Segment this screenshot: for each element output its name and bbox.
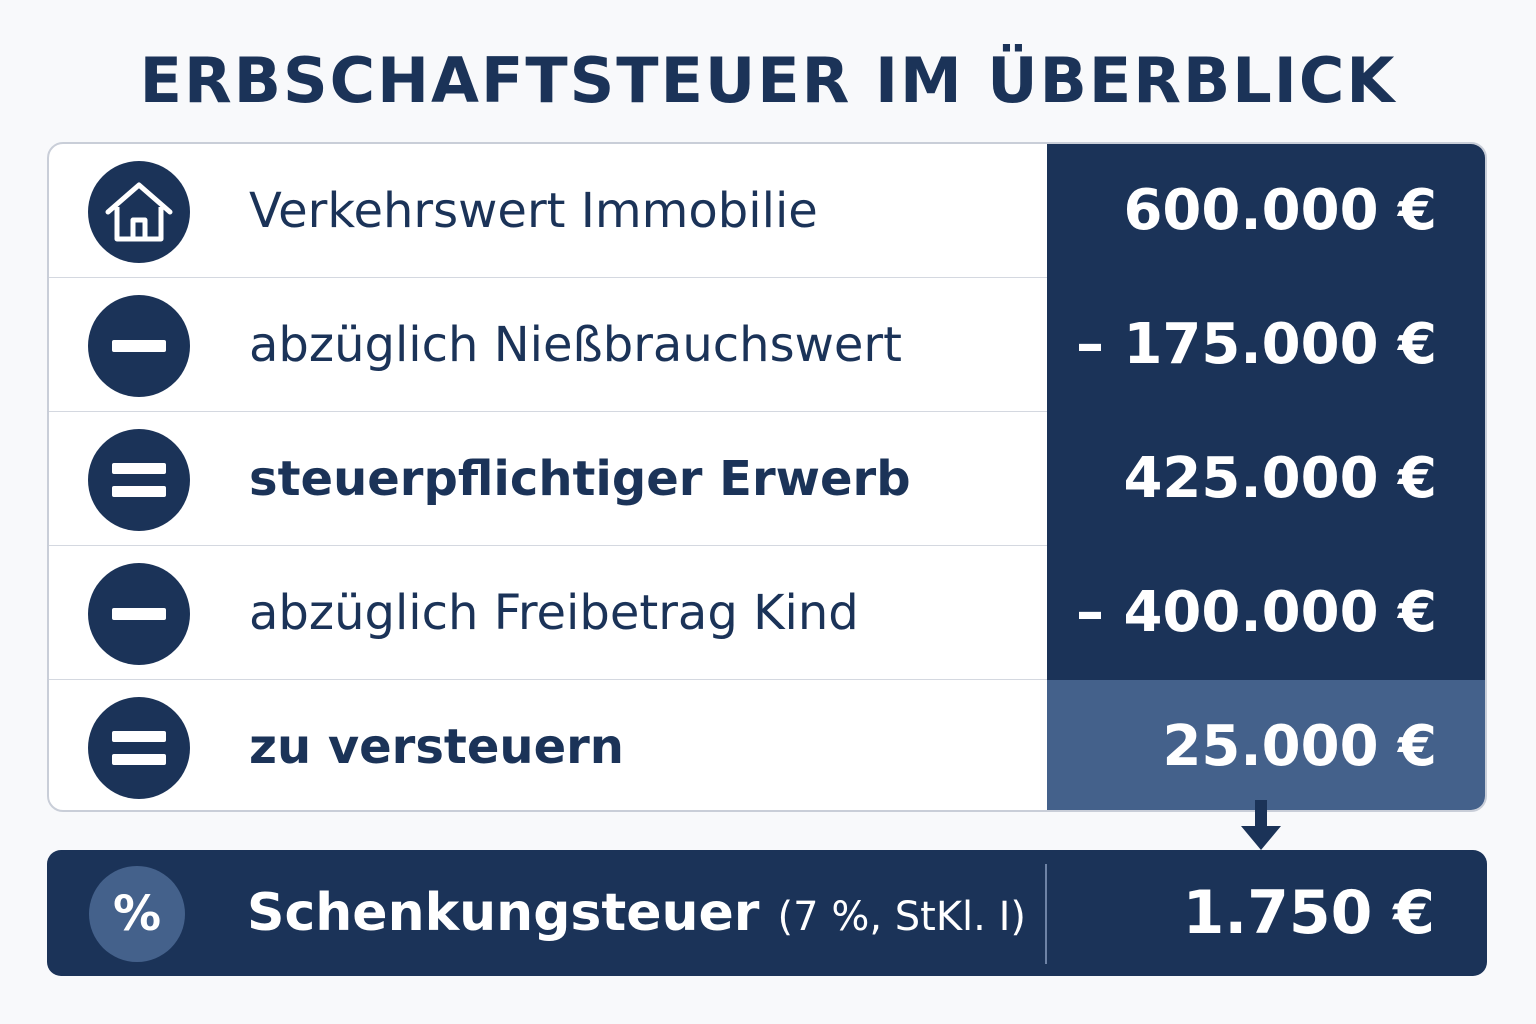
tax-label: Schenkungsteuer (7 %, StKl. I) bbox=[247, 850, 1026, 976]
row-label: abzüglich Nießbrauchswert bbox=[249, 317, 902, 373]
tax-rate-note: (7 %, StKl. I) bbox=[777, 894, 1027, 940]
row-value: 25.000 € bbox=[1047, 680, 1485, 810]
house-icon bbox=[88, 161, 190, 263]
divider bbox=[1045, 864, 1047, 964]
row-label: zu versteuern bbox=[249, 719, 624, 775]
row-value: 600.000 € bbox=[1047, 144, 1485, 278]
table-row: abzüglich Nießbrauchswert – 175.000 € bbox=[49, 278, 1485, 412]
arrow-down-icon bbox=[1241, 800, 1281, 850]
row-value: 425.000 € bbox=[1047, 412, 1485, 546]
row-label: abzüglich Freibetrag Kind bbox=[249, 585, 859, 641]
row-label: Verkehrswert Immobilie bbox=[249, 183, 818, 239]
row-label: steuerpflichtiger Erwerb bbox=[249, 451, 911, 507]
table-row: Verkehrswert Immobilie 600.000 € bbox=[49, 144, 1485, 278]
tax-result-box: % Schenkungsteuer (7 %, StKl. I) 1.750 € bbox=[47, 850, 1487, 976]
equals-icon bbox=[88, 697, 190, 799]
row-value: – 400.000 € bbox=[1047, 546, 1485, 680]
page-title: ERBSCHAFTSTEUER IM ÜBERBLICK bbox=[139, 44, 1397, 117]
table-row: steuerpflichtiger Erwerb 425.000 € bbox=[49, 412, 1485, 546]
calculation-table: Verkehrswert Immobilie 600.000 € abzügli… bbox=[47, 142, 1487, 812]
table-row: abzüglich Freibetrag Kind – 400.000 € bbox=[49, 546, 1485, 680]
minus-icon bbox=[88, 295, 190, 397]
tax-value: 1.750 € bbox=[1182, 878, 1435, 948]
tax-label-text: Schenkungsteuer bbox=[247, 883, 760, 943]
percent-icon: % bbox=[89, 866, 185, 962]
equals-icon bbox=[88, 429, 190, 531]
row-value: – 175.000 € bbox=[1047, 278, 1485, 412]
table-row: zu versteuern 25.000 € bbox=[49, 680, 1485, 810]
minus-icon bbox=[88, 563, 190, 665]
